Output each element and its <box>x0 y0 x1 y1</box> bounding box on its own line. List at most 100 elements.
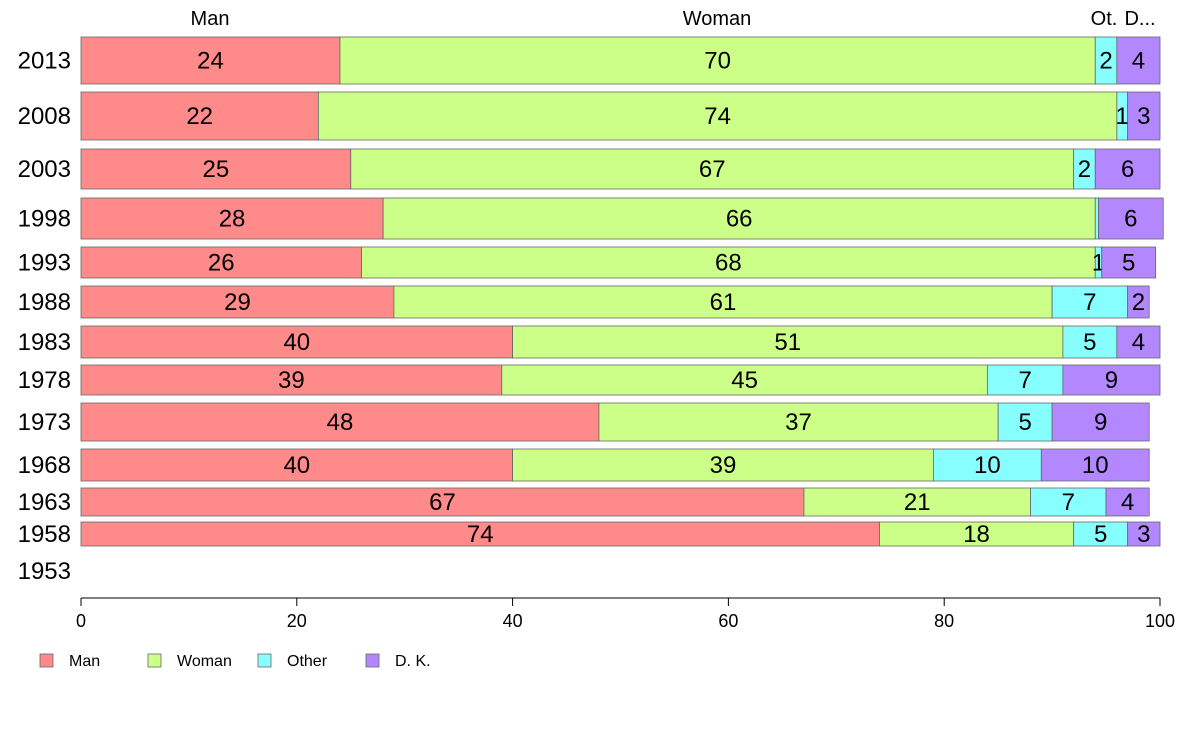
year-label: 1973 <box>18 409 71 436</box>
bar-segment-woman <box>339 36 1096 85</box>
legend-swatch <box>147 653 162 668</box>
bar-segment-other <box>1094 197 1099 240</box>
bar-row: 22 74 1 3 <box>80 91 1161 141</box>
data-label: 6 <box>1121 156 1134 183</box>
bar-segment-woman <box>512 325 1064 359</box>
legend-label: Man <box>69 653 100 670</box>
data-label: 2 <box>1078 156 1091 183</box>
data-label: 37 <box>785 409 812 436</box>
bar-segment-other <box>1062 325 1118 359</box>
data-label: 29 <box>224 289 251 316</box>
bar-row: 74 18 5 3 <box>80 521 1161 548</box>
bar-row: 26 68 1 5 <box>80 246 1157 279</box>
data-label: 10 <box>974 452 1001 479</box>
data-label: 66 <box>726 206 753 233</box>
data-label: 68 <box>715 250 742 277</box>
bar-segment-man <box>80 148 352 190</box>
legend-label: Woman <box>177 653 232 670</box>
data-label: 10 <box>1082 452 1109 479</box>
bar-segment-d-k <box>1062 364 1161 396</box>
bar-segment-other <box>1030 487 1107 517</box>
bar-segment-man <box>80 91 319 141</box>
legend-label: Other <box>287 653 328 670</box>
bar-segment-man <box>80 487 805 517</box>
data-label: 39 <box>710 452 737 479</box>
legend-swatch <box>39 653 54 668</box>
data-label: 18 <box>963 521 990 548</box>
bar-segment-woman <box>393 285 1053 319</box>
bar-segment-woman <box>501 364 988 396</box>
bar-segment-man <box>80 448 514 482</box>
bar-segment-d-k <box>1051 402 1150 442</box>
data-label: 7 <box>1083 289 1096 316</box>
bar-row: 28 66 6 <box>80 197 1164 240</box>
column-header-woman: Woman <box>683 8 752 30</box>
year-labels: 2013 2008 2003 1998 1993 1988 1983 1978 1973 1968… <box>18 48 71 586</box>
data-label: 40 <box>283 452 310 479</box>
bar-segment-d-k <box>1127 285 1150 319</box>
bar-segment-man <box>80 246 362 279</box>
data-label: 67 <box>429 489 456 516</box>
bar-row: 25 67 2 6 <box>80 148 1161 190</box>
data-label: 51 <box>774 329 801 356</box>
year-label: 1993 <box>18 250 71 277</box>
data-label: 74 <box>704 103 731 130</box>
bar-segment-man <box>80 285 395 319</box>
data-label: 4 <box>1132 329 1145 356</box>
data-label: 67 <box>699 156 726 183</box>
data-label: 22 <box>186 103 213 130</box>
bar-segment-d-k <box>1116 325 1161 359</box>
data-label: 40 <box>283 329 310 356</box>
data-label: 21 <box>904 489 931 516</box>
data-label: 24 <box>197 48 224 75</box>
data-label: 4 <box>1121 489 1134 516</box>
x-tick-label: 40 <box>503 611 523 631</box>
year-label: 1968 <box>18 452 71 479</box>
bar-row: 40 39 10 10 <box>80 448 1150 482</box>
data-label: 48 <box>327 409 354 436</box>
column-header-other: Ot. <box>1091 8 1118 30</box>
data-label: 7 <box>1062 489 1075 516</box>
bar-segment-woman <box>361 246 1096 279</box>
legend: Man Woman Other D. K. <box>39 653 431 670</box>
bar-segment-d-k <box>1116 36 1161 85</box>
bar-segment-other <box>1051 285 1129 319</box>
bar-segment-woman <box>350 148 1075 190</box>
bar-segment-other <box>997 402 1053 442</box>
x-tick-label: 20 <box>287 611 307 631</box>
year-label: 1988 <box>18 289 71 316</box>
x-axis: 0 20 40 60 80 100 <box>76 597 1175 631</box>
bar-row: 29 61 7 2 <box>80 285 1150 319</box>
bar-segment-woman <box>317 91 1118 141</box>
legend-swatch <box>257 653 272 668</box>
bar-segment-d-k <box>1127 521 1161 547</box>
data-label: 39 <box>278 367 305 394</box>
data-label: 61 <box>710 289 737 316</box>
data-label: 26 <box>208 250 235 277</box>
data-label: 9 <box>1094 409 1107 436</box>
year-label: 1963 <box>18 489 71 516</box>
data-label: 5 <box>1018 409 1031 436</box>
bar-row: 48 37 5 9 <box>80 402 1150 442</box>
data-label: 28 <box>219 206 246 233</box>
x-tick-label: 100 <box>1145 611 1175 631</box>
bars-area: 24 70 2 422 74 1 325 67 2 628 66 626 68 1 529 61 7 240 51 5… <box>80 36 1164 548</box>
data-label: 3 <box>1137 103 1150 130</box>
year-label: 2003 <box>18 156 71 183</box>
data-label: 2 <box>1132 289 1145 316</box>
legend-label: D. K. <box>395 653 431 670</box>
bar-segment-man <box>80 402 600 442</box>
year-label: 1958 <box>18 521 71 548</box>
bar-row: 67 21 7 4 <box>80 487 1150 517</box>
data-label: 1 <box>1116 103 1129 130</box>
year-label: 1953 <box>18 558 71 585</box>
bar-segment-woman <box>512 448 934 482</box>
year-label: 1998 <box>18 206 71 233</box>
bar-segment-d-k <box>1098 197 1164 240</box>
bar-segment-other <box>986 364 1064 396</box>
column-headers: Man Woman Ot. D... <box>191 8 1156 30</box>
bar-row: 40 51 5 4 <box>80 325 1161 359</box>
data-label: 3 <box>1137 521 1150 548</box>
data-label: 9 <box>1105 367 1118 394</box>
